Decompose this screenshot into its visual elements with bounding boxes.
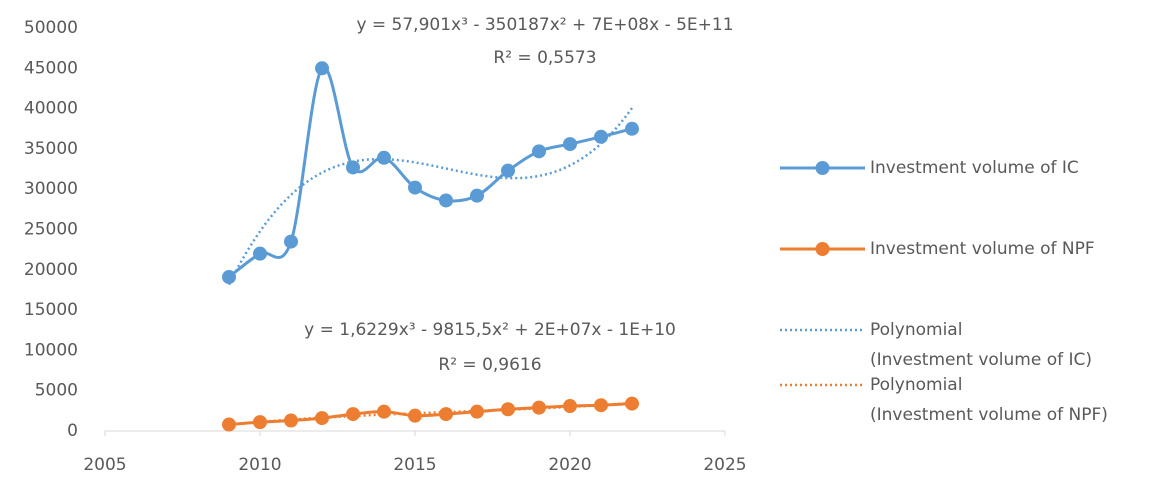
legend-marker [815, 242, 830, 256]
trendline-equation: y = 1,6229x³ - 9815,5x² + 2E+07x - 1E+10 [304, 320, 676, 340]
y-tick-label: 5000 [35, 381, 78, 401]
y-tick-label: 40000 [24, 99, 78, 119]
y-tick-label: 0 [67, 421, 78, 441]
data-point [346, 160, 360, 175]
data-point [563, 399, 577, 414]
x-tick-label: 2005 [83, 455, 126, 475]
data-point [470, 404, 484, 419]
data-point [315, 411, 329, 426]
data-point [284, 234, 298, 249]
data-point [253, 415, 267, 430]
data-point [532, 144, 546, 159]
y-tick-label: 30000 [24, 179, 78, 199]
x-tick-label: 2025 [703, 455, 746, 475]
legend-label: Investment volume of IC [870, 158, 1079, 178]
legend-label: Polynomial [870, 375, 962, 395]
y-tick-label: 50000 [24, 18, 78, 38]
legend-marker [815, 161, 830, 175]
data-point [222, 270, 236, 285]
data-point [439, 193, 453, 208]
y-tick-label: 10000 [24, 340, 78, 360]
legend-label: Polynomial [870, 320, 962, 340]
x-tick-label: 2015 [393, 455, 436, 475]
y-tick-label: 35000 [24, 139, 78, 159]
x-tick-label: 2010 [238, 455, 281, 475]
data-point [625, 121, 639, 136]
data-point [501, 402, 515, 417]
y-tick-label: 15000 [24, 300, 78, 320]
data-point [532, 400, 546, 415]
trendline [227, 107, 634, 286]
data-point [594, 398, 608, 413]
data-point [625, 396, 639, 411]
data-point [315, 61, 329, 76]
data-point [408, 180, 422, 195]
data-point [346, 407, 360, 422]
y-tick-label: 25000 [24, 220, 78, 240]
data-point [377, 404, 391, 419]
data-point [501, 163, 515, 178]
data-point [439, 407, 453, 422]
y-tick-label: 45000 [24, 58, 78, 78]
legend-label: Investment volume of NPF [870, 239, 1095, 259]
legend-label: (Investment volume of NPF) [870, 405, 1108, 425]
data-point [594, 129, 608, 144]
x-tick-label: 2020 [548, 455, 591, 475]
y-tick-label: 20000 [24, 260, 78, 280]
data-point [377, 150, 391, 165]
trendline-equation: y = 57,901x³ - 350187x² + 7E+08x - 5E+11 [356, 15, 733, 35]
data-point [470, 188, 484, 203]
data-point [222, 417, 236, 432]
data-point [284, 413, 298, 428]
data-point [253, 246, 267, 261]
trendline-r2: R² = 0,5573 [493, 48, 596, 68]
legend-label: (Investment volume of IC) [870, 350, 1092, 370]
data-point [408, 408, 422, 423]
data-point [563, 137, 577, 152]
trendline-r2: R² = 0,9616 [438, 355, 541, 375]
